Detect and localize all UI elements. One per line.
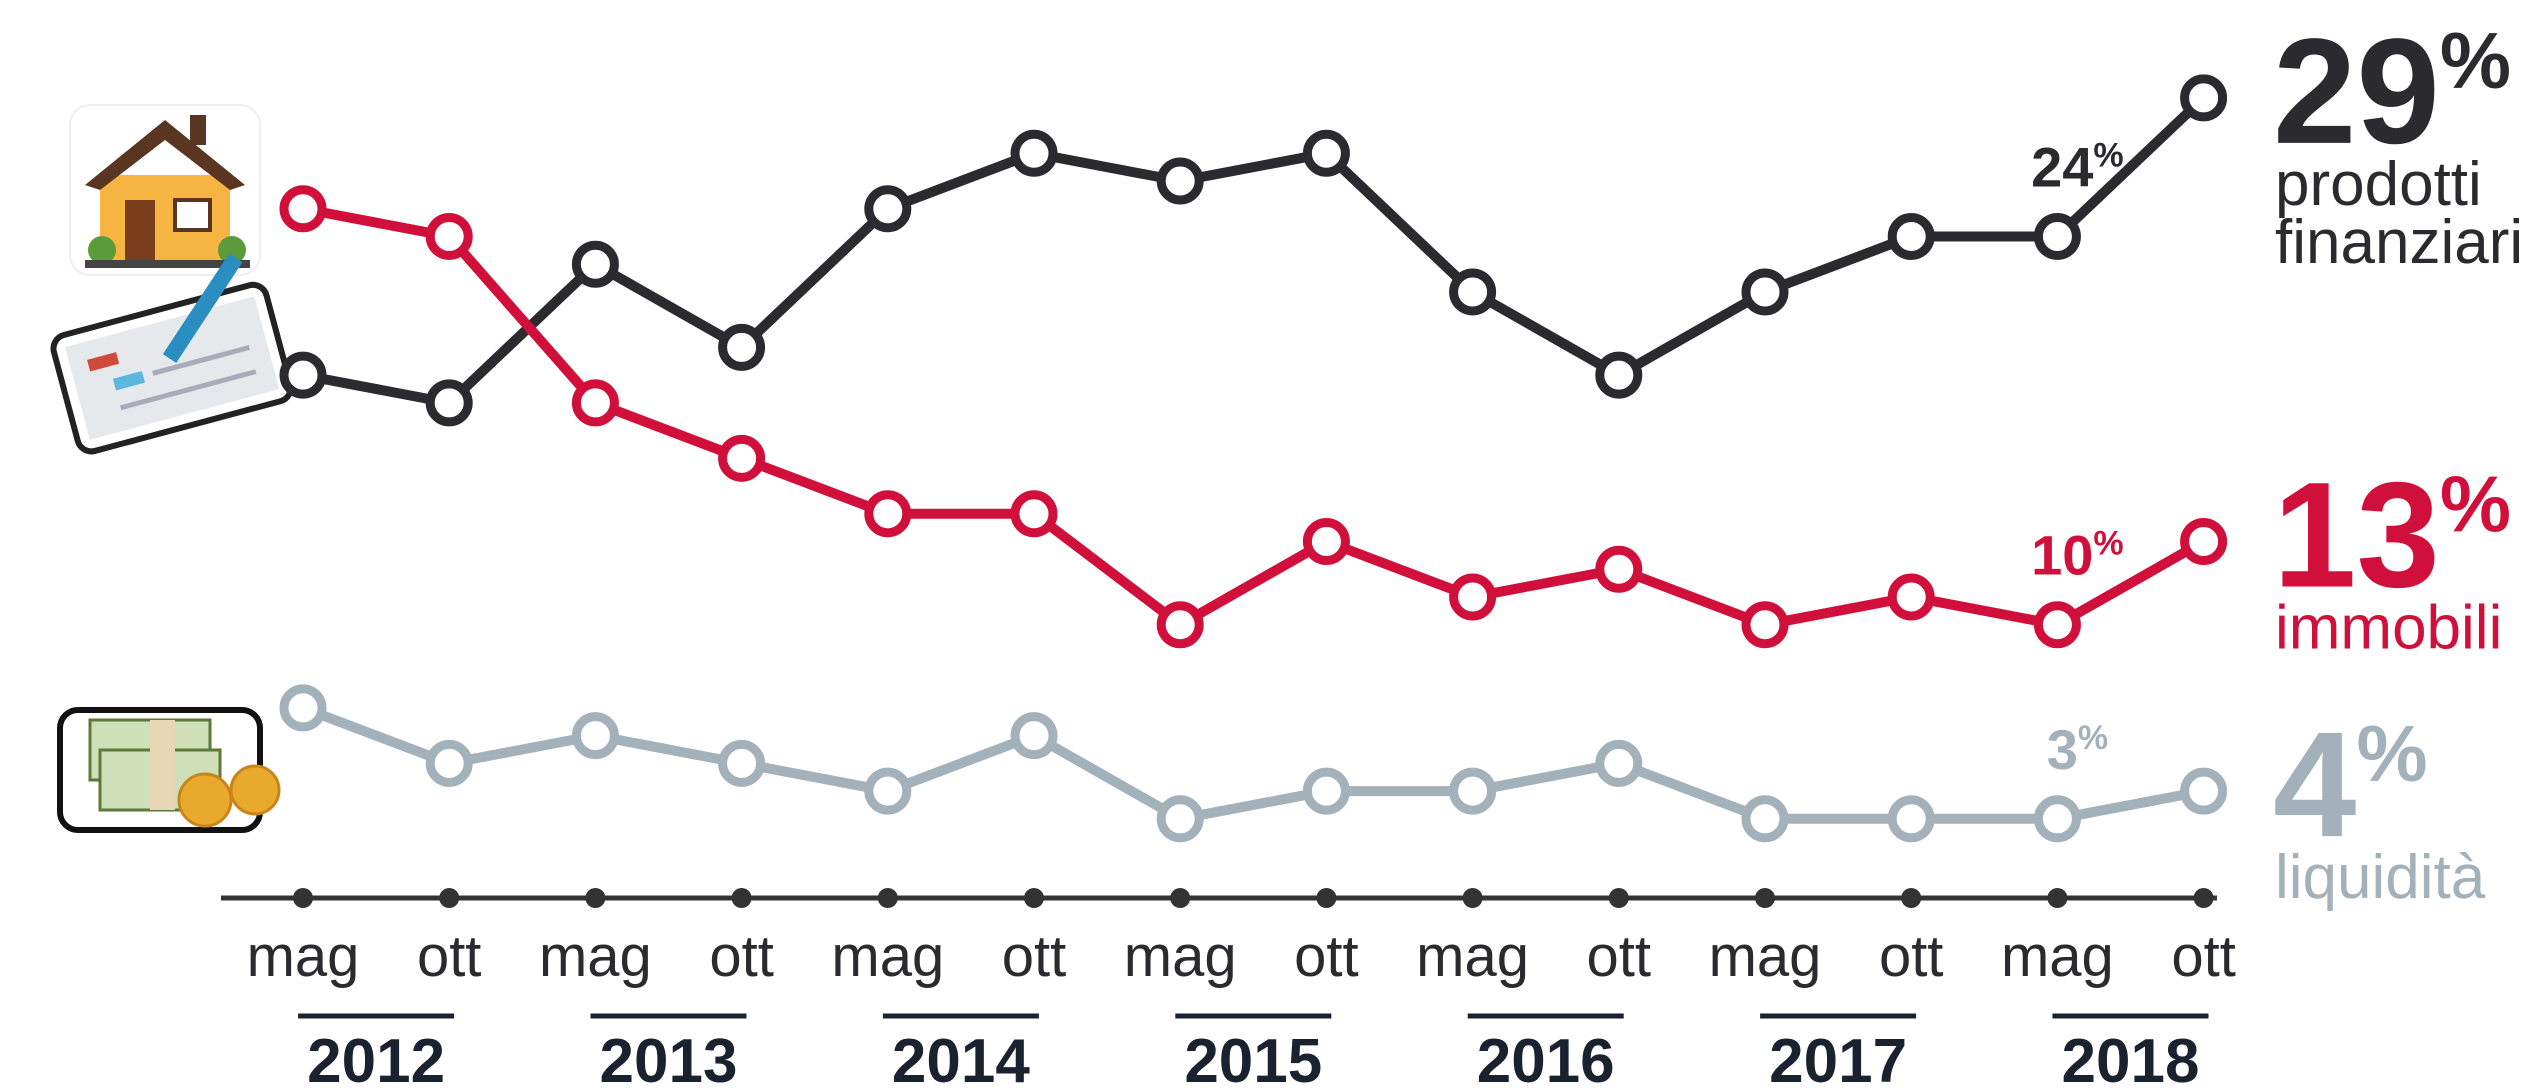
point: [2180, 74, 2228, 122]
point: [571, 379, 619, 427]
x-tick-label: mag: [1416, 924, 1529, 989]
point: [2180, 518, 2228, 566]
point: [864, 185, 912, 233]
year-label: 2018: [2062, 1027, 2200, 1090]
legend-label: liquidità: [2275, 843, 2486, 912]
point: [718, 434, 766, 482]
point: [571, 240, 619, 288]
x-tick-label: ott: [1879, 924, 1944, 989]
point: [279, 684, 327, 732]
point: [1887, 795, 1935, 843]
x-tick: [1316, 888, 1337, 908]
x-tick: [2193, 888, 2214, 908]
x-tick-label: ott: [1294, 924, 1359, 989]
x-tick: [2047, 888, 2068, 908]
x-tick: [585, 888, 606, 908]
year-label: 2013: [600, 1027, 738, 1090]
year-label: 2015: [1184, 1027, 1322, 1090]
year-label: 2017: [1769, 1027, 1907, 1090]
point: [1741, 268, 1789, 316]
x-tick: [1901, 888, 1922, 908]
end-value-label: 13%: [2273, 451, 2511, 619]
point: [1010, 712, 1058, 760]
point: [1741, 795, 1789, 843]
x-tick-label: mag: [2001, 924, 2114, 989]
point: [2033, 212, 2081, 260]
value-label: 3%: [2047, 718, 2108, 781]
series-line: [301, 703, 2205, 824]
point: [1449, 268, 1497, 316]
x-tick: [1755, 888, 1775, 908]
point: [571, 712, 619, 760]
money-icon: [57, 707, 281, 833]
x-tick-label: mag: [1124, 924, 1237, 989]
point: [1302, 767, 1350, 815]
x-tick-label: ott: [2171, 924, 2236, 989]
point: [1156, 601, 1204, 649]
point: [425, 212, 473, 260]
legend-label: immobili: [2275, 594, 2502, 663]
point: [1010, 490, 1058, 538]
x-tick-label: mag: [247, 924, 360, 989]
end-value-label: 4%: [2273, 700, 2428, 868]
x-tick: [439, 888, 460, 908]
legend-label: prodotti finanziari: [2275, 150, 2523, 277]
value-label: 24%: [2031, 135, 2124, 198]
point: [425, 379, 473, 427]
x-tick: [1170, 888, 1191, 908]
point: [718, 323, 766, 371]
point: [1449, 573, 1497, 621]
x-tick-label: mag: [831, 924, 944, 989]
point: [1156, 795, 1204, 843]
point: [1595, 351, 1643, 399]
house-icon: [69, 104, 261, 276]
point: [1449, 767, 1497, 815]
point: [864, 767, 912, 815]
point: [1741, 601, 1789, 649]
x-tick-label: mag: [1709, 924, 1822, 989]
point: [1595, 739, 1643, 787]
point: [1595, 545, 1643, 593]
value-label: 10%: [2031, 524, 2124, 587]
point: [718, 739, 766, 787]
x-tick-label: ott: [1002, 924, 1067, 989]
point: [1010, 129, 1058, 177]
x-tick: [1024, 888, 1044, 908]
point: [1887, 212, 1935, 260]
x-tick-label: mag: [539, 924, 652, 989]
point: [2033, 601, 2081, 649]
point: [279, 185, 327, 233]
series-line: [302, 94, 2208, 408]
year-label: 2012: [307, 1027, 445, 1090]
check-icon: [50, 253, 294, 455]
year-label: 2016: [1477, 1027, 1615, 1090]
x-tick-label: ott: [1587, 924, 1652, 989]
point: [1156, 157, 1204, 205]
x-tick: [731, 888, 752, 908]
point: [279, 351, 327, 399]
x-tick: [293, 888, 313, 908]
series-line: [302, 203, 2207, 630]
point: [1302, 518, 1350, 566]
x-tick-label: ott: [417, 924, 482, 989]
x-tick: [1462, 888, 1483, 908]
point: [2033, 795, 2081, 843]
end-value-label: 29%: [2273, 7, 2511, 175]
x-tick-label: ott: [709, 924, 774, 989]
point: [2180, 767, 2228, 815]
x-tick: [1608, 888, 1629, 908]
point: [425, 739, 473, 787]
x-tick: [877, 888, 898, 908]
year-label: 2014: [892, 1027, 1030, 1090]
point: [864, 490, 912, 538]
point: [1302, 129, 1350, 177]
point: [1887, 573, 1935, 621]
